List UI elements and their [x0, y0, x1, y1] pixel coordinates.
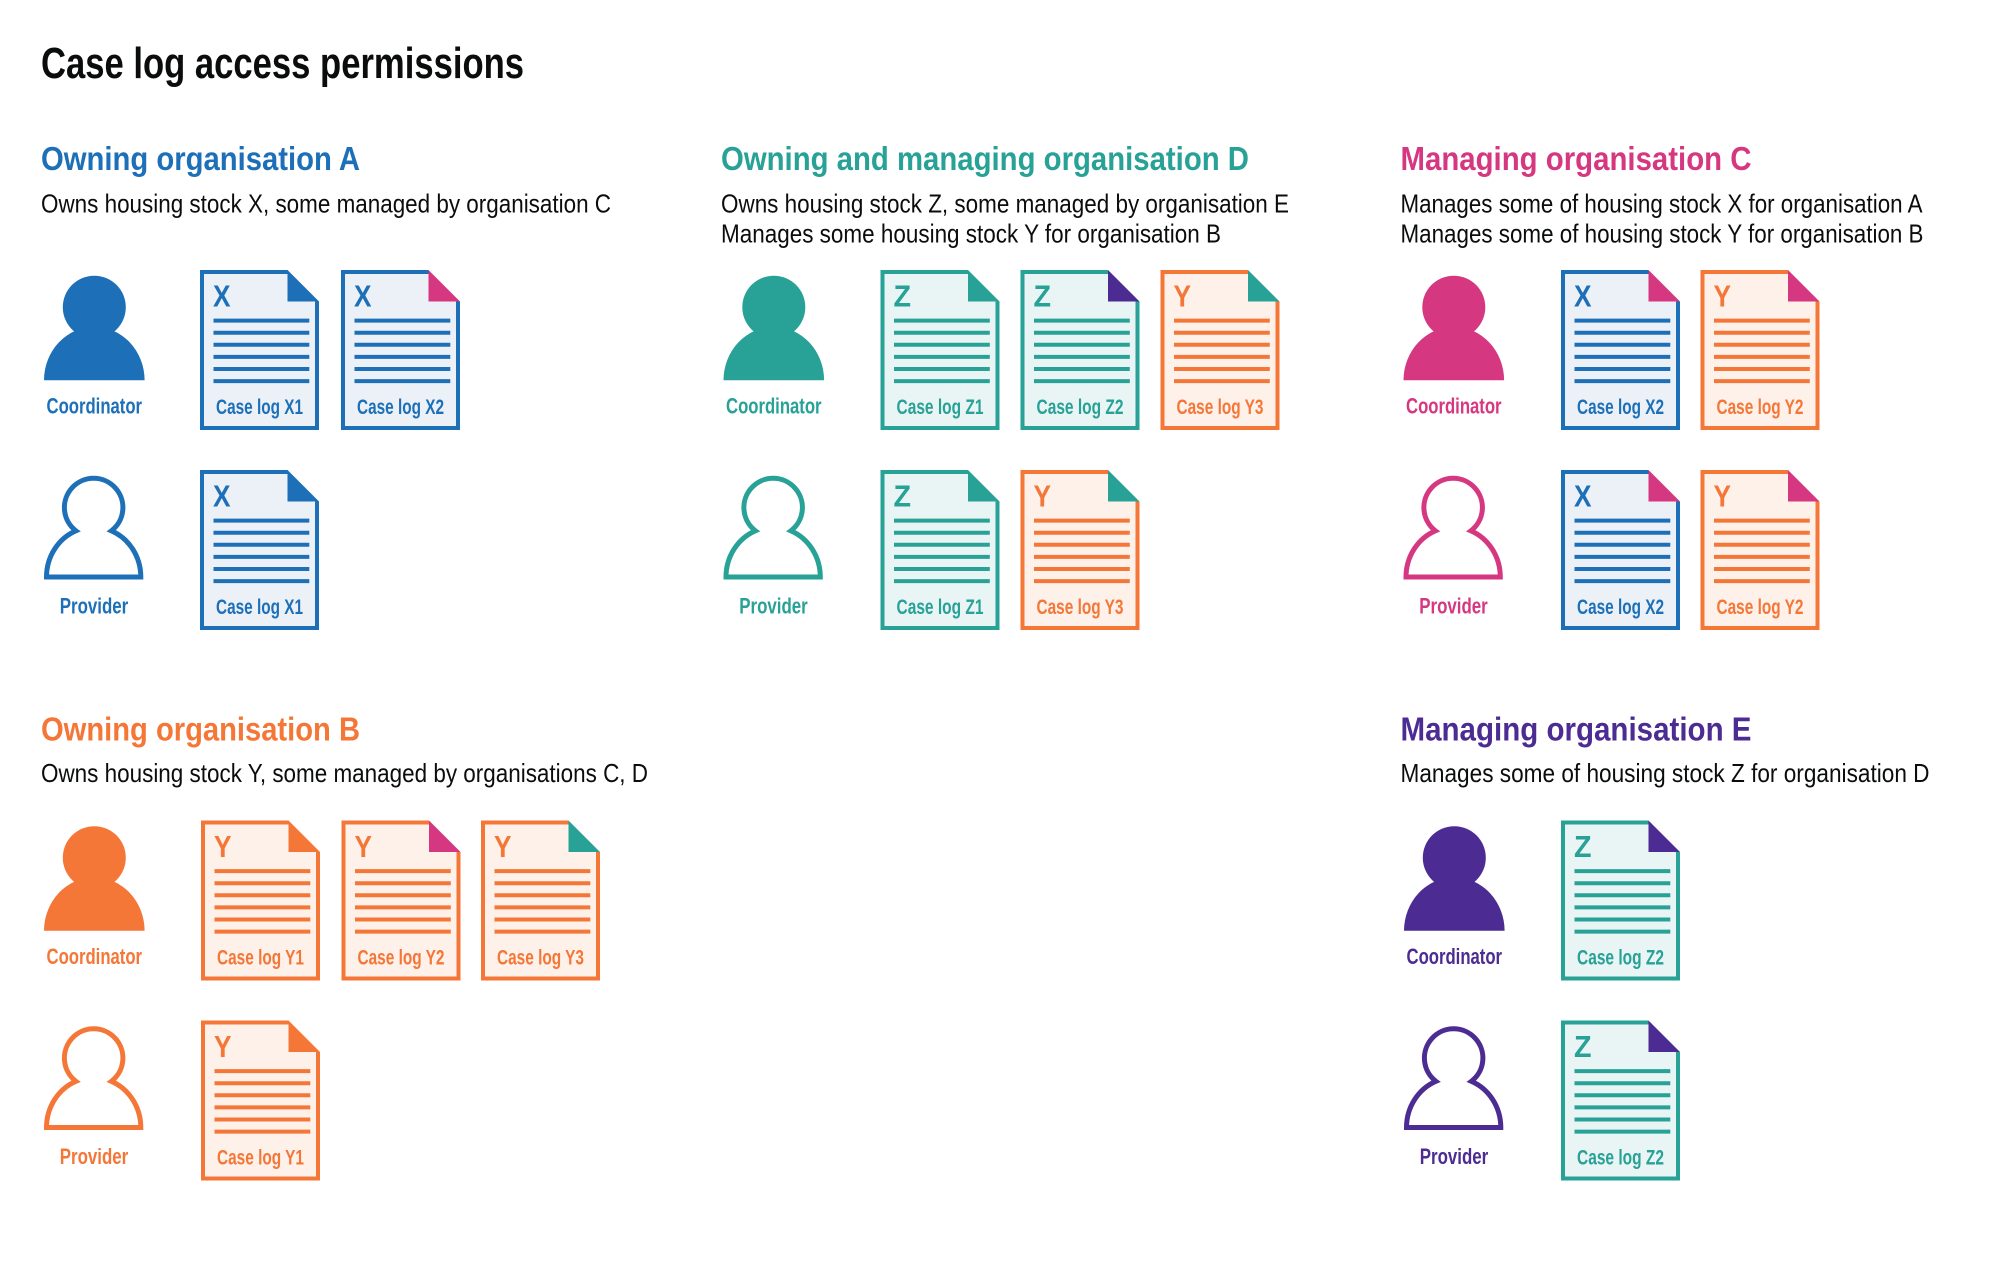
svg-text:Case log Y1: Case log Y1 [217, 947, 304, 970]
svg-text:Case log Y3: Case log Y3 [1037, 596, 1124, 619]
svg-text:X: X [213, 280, 231, 314]
svg-text:Y: Y [214, 830, 232, 864]
svg-text:Owns housing stock Z, some man: Owns housing stock Z, some managed by or… [721, 191, 1289, 219]
svg-text:Provider: Provider [1419, 594, 1488, 619]
svg-text:Case log Z1: Case log Z1 [897, 396, 984, 419]
svg-text:Owns housing stock Y, some man: Owns housing stock Y, some managed by or… [41, 760, 648, 788]
svg-text:Owning and managing organisati: Owning and managing organisation D [721, 141, 1249, 178]
svg-text:Y: Y [1714, 280, 1732, 314]
svg-text:Manages some of housing stock: Manages some of housing stock Z for orga… [1401, 760, 1930, 788]
svg-text:Z: Z [1574, 1030, 1592, 1064]
svg-text:Managing organisation E: Managing organisation E [1401, 711, 1752, 748]
svg-text:X: X [213, 480, 231, 514]
svg-text:Coordinator: Coordinator [726, 394, 822, 419]
svg-text:Coordinator: Coordinator [1407, 944, 1503, 969]
svg-text:Case log Y2: Case log Y2 [1717, 396, 1804, 419]
svg-text:Case log Z2: Case log Z2 [1037, 396, 1124, 419]
svg-text:Case log Z1: Case log Z1 [897, 596, 984, 619]
svg-text:Y: Y [1714, 480, 1732, 514]
svg-text:Case log X2: Case log X2 [1577, 396, 1664, 419]
svg-text:Case log access permissions: Case log access permissions [41, 40, 524, 88]
svg-text:X: X [1574, 480, 1592, 514]
svg-text:Manages some housing stock Y f: Manages some housing stock Y for organis… [721, 220, 1221, 248]
svg-text:Z: Z [1574, 830, 1592, 864]
svg-text:Case log Y3: Case log Y3 [1177, 396, 1264, 419]
svg-text:Case log Y2: Case log Y2 [1717, 596, 1804, 619]
svg-text:X: X [354, 280, 372, 314]
svg-text:Manages some of housing stock: Manages some of housing stock Y for orga… [1401, 220, 1924, 248]
svg-text:Y: Y [214, 1030, 232, 1064]
svg-text:Y: Y [355, 830, 373, 864]
svg-text:Case log Z2: Case log Z2 [1577, 947, 1664, 970]
svg-text:Case log Y3: Case log Y3 [497, 947, 584, 970]
svg-text:Case log X1: Case log X1 [216, 596, 303, 619]
svg-text:Coordinator: Coordinator [1406, 394, 1502, 419]
svg-text:Case log Z2: Case log Z2 [1577, 1147, 1664, 1170]
svg-text:Y: Y [1034, 480, 1052, 514]
svg-text:Case log Y2: Case log Y2 [358, 947, 445, 970]
svg-text:Coordinator: Coordinator [47, 394, 143, 419]
svg-text:Y: Y [494, 830, 512, 864]
svg-text:Owning organisation B: Owning organisation B [41, 711, 360, 748]
svg-text:Provider: Provider [60, 594, 129, 619]
svg-text:Case log X2: Case log X2 [357, 396, 444, 419]
svg-text:Z: Z [894, 280, 912, 314]
svg-text:X: X [1574, 280, 1592, 314]
svg-text:Provider: Provider [739, 594, 808, 619]
svg-text:Owning organisation A: Owning organisation A [41, 141, 360, 178]
svg-text:Case log X2: Case log X2 [1577, 596, 1664, 619]
svg-text:Owns housing stock X, some man: Owns housing stock X, some managed by or… [41, 191, 611, 219]
svg-text:Provider: Provider [60, 1144, 129, 1169]
svg-text:Y: Y [1174, 280, 1192, 314]
svg-text:Z: Z [1034, 280, 1052, 314]
svg-text:Manages some of housing stock: Manages some of housing stock X for orga… [1401, 191, 1924, 219]
svg-text:Case log Y1: Case log Y1 [217, 1147, 304, 1170]
svg-text:Case log X1: Case log X1 [216, 396, 303, 419]
svg-text:Coordinator: Coordinator [47, 944, 143, 969]
svg-text:Provider: Provider [1420, 1144, 1489, 1169]
svg-text:Z: Z [894, 480, 912, 514]
svg-text:Managing organisation C: Managing organisation C [1401, 141, 1752, 178]
